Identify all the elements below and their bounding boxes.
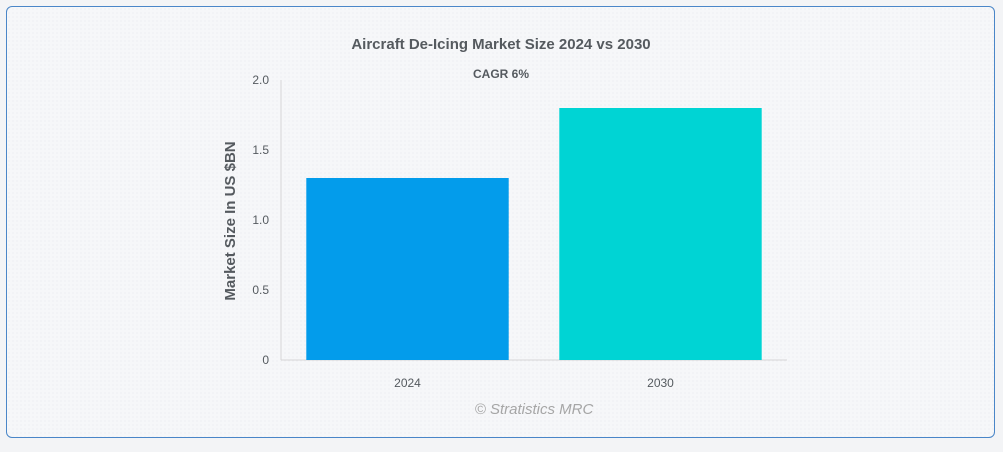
y-ticks: 0 0.5 1.0 1.5 2.0 xyxy=(252,73,269,367)
y-tick-label: 0 xyxy=(262,353,269,367)
y-tick-label: 1.5 xyxy=(252,143,269,157)
y-axis-label: Market Size In US $BN xyxy=(222,141,239,300)
watermark: © Stratistics MRC xyxy=(475,401,594,418)
x-tick-label: 2030 xyxy=(647,376,674,390)
y-tick-label: 2.0 xyxy=(252,73,269,87)
x-tick-label: 2024 xyxy=(394,376,421,390)
chart-title: Aircraft De-Icing Market Size 2024 vs 20… xyxy=(351,36,650,53)
chart-subtitle: CAGR 6% xyxy=(473,67,529,81)
bar-2024[interactable] xyxy=(306,178,509,360)
y-tick-label: 1.0 xyxy=(252,213,269,227)
bars xyxy=(306,108,762,360)
bar-2030[interactable] xyxy=(559,108,762,360)
x-ticks: 2024 2030 xyxy=(394,376,674,390)
y-tick-label: 0.5 xyxy=(252,283,269,297)
